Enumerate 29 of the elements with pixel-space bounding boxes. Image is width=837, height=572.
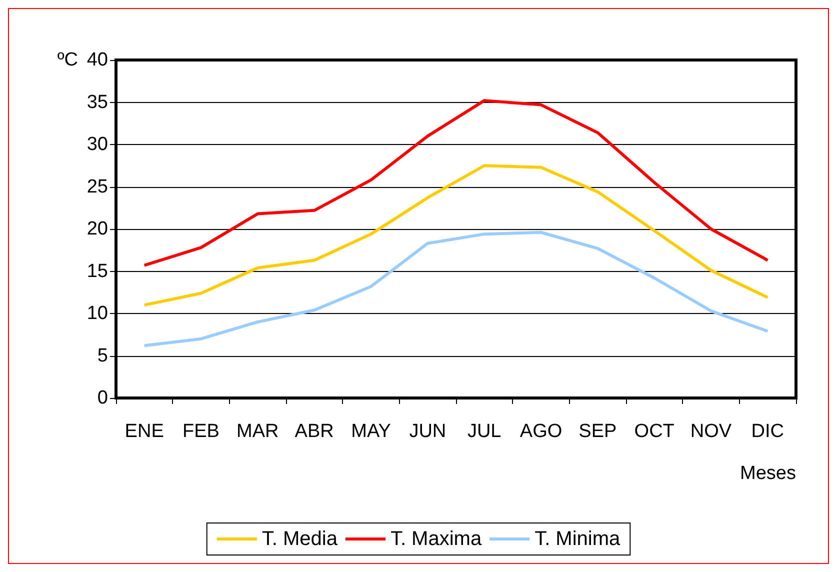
y-tick-label: 15 — [86, 260, 108, 282]
x-tick-label: FEB — [182, 421, 220, 442]
x-tick-label: DIC — [751, 421, 784, 442]
x-tick-label: ENE — [124, 421, 164, 442]
line-series — [142, 230, 770, 348]
x-tick-label: JUN — [409, 421, 446, 442]
y-tick-label: 20 — [86, 218, 108, 240]
x-tick-label: OCT — [634, 421, 675, 442]
legend-label: T. Maxima — [390, 528, 482, 550]
y-tick-label: 5 — [97, 345, 108, 366]
y-axis-title: ºC — [57, 50, 78, 70]
y-tick-label: 10 — [86, 303, 108, 324]
line-series — [142, 99, 770, 267]
x-tick-label: MAR — [236, 421, 279, 442]
x-tick-label: NOV — [690, 421, 732, 442]
y-tick-label: 35 — [86, 92, 108, 113]
x-tick-label: SEP — [578, 421, 617, 442]
legend-label: T. Minima — [534, 528, 622, 550]
x-tick-label: AGO — [520, 421, 562, 442]
y-tick-label: 0 — [97, 388, 108, 408]
x-axis-title: Meses — [740, 463, 796, 484]
line-series — [142, 164, 770, 307]
legend-label: T. Media — [262, 528, 338, 550]
x-tick-label: ABR — [294, 421, 334, 442]
y-tick-label: 30 — [86, 134, 108, 155]
y-tick-label: 40 — [86, 50, 108, 70]
x-tick-label: JUL — [467, 421, 502, 442]
x-tick-label: MAY — [351, 421, 392, 442]
y-tick-label: 25 — [86, 176, 108, 198]
